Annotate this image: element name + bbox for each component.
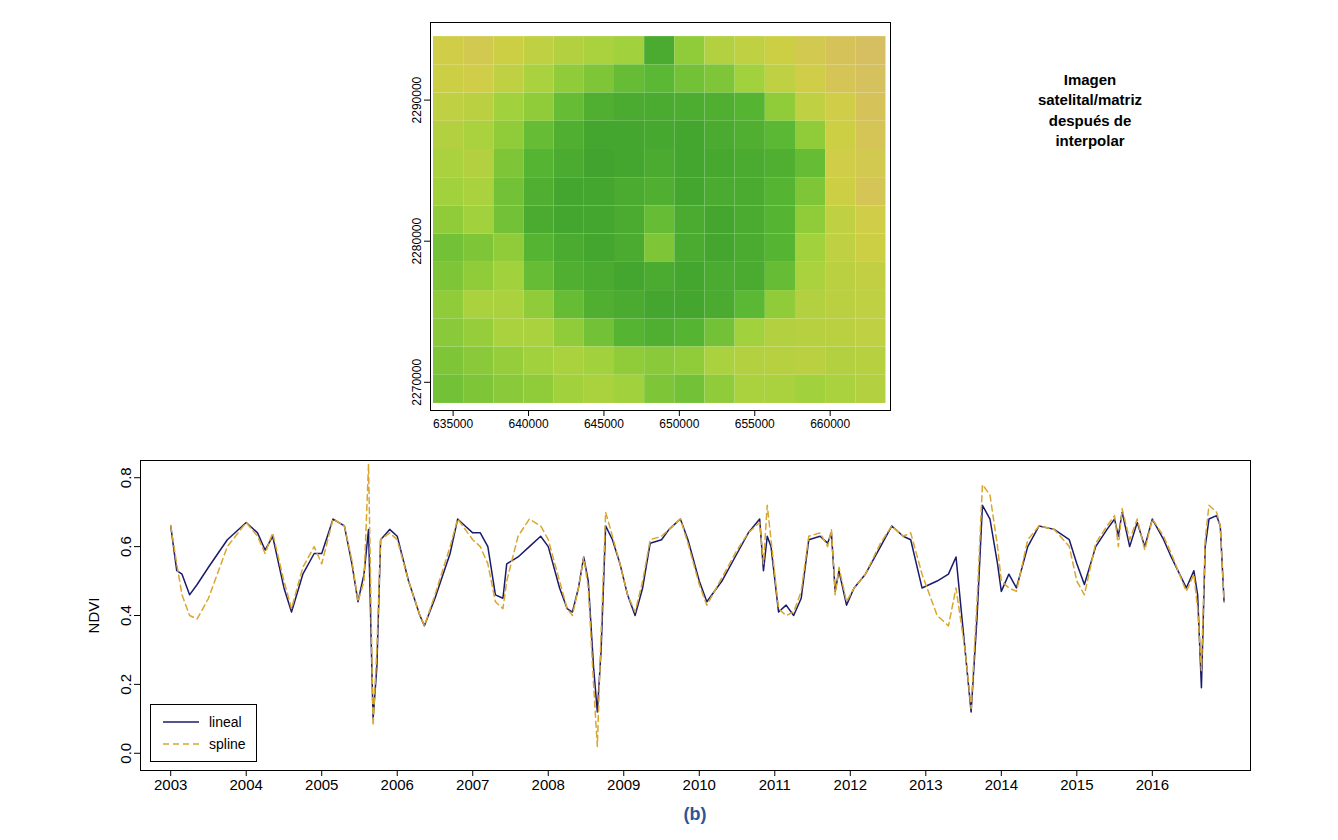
svg-text:2006: 2006 [381, 776, 414, 793]
svg-text:2010: 2010 [683, 776, 716, 793]
svg-text:2016: 2016 [1136, 776, 1169, 793]
svg-text:640000: 640000 [509, 417, 549, 431]
svg-text:2005: 2005 [305, 776, 338, 793]
svg-text:0.8: 0.8 [117, 467, 134, 488]
svg-text:2003: 2003 [154, 776, 187, 793]
svg-text:2014: 2014 [985, 776, 1018, 793]
svg-text:2270000: 2270000 [410, 359, 424, 406]
svg-text:645000: 645000 [584, 417, 624, 431]
svg-text:2011: 2011 [759, 776, 791, 793]
svg-text:2015: 2015 [1060, 776, 1093, 793]
svg-text:2004: 2004 [230, 776, 263, 793]
svg-text:0.0: 0.0 [117, 743, 134, 764]
svg-text:0.6: 0.6 [117, 536, 134, 557]
html-text:lineal: lineal [209, 714, 242, 730]
svg-text:NDVI: NDVI [85, 598, 102, 634]
svg-text:2290000: 2290000 [410, 76, 424, 123]
svg-text:635000: 635000 [433, 417, 473, 431]
svg-text:0.2: 0.2 [117, 674, 134, 695]
svg-text:2013: 2013 [909, 776, 942, 793]
svg-text:660000: 660000 [810, 417, 850, 431]
svg-text:2007: 2007 [456, 776, 489, 793]
svg-text:2280000: 2280000 [410, 218, 424, 265]
svg-text:2012: 2012 [834, 776, 867, 793]
svg-text:655000: 655000 [735, 417, 775, 431]
svg-text:2009: 2009 [607, 776, 640, 793]
svg-text:650000: 650000 [659, 417, 699, 431]
svg-text:0.4: 0.4 [117, 605, 134, 626]
svg-text:2008: 2008 [532, 776, 565, 793]
html-text:Imagen satelital/matriz despué: Imagen satelital/matriz después de inter… [1037, 71, 1143, 149]
html-text:spline: spline [209, 736, 246, 752]
html-text:(b): (b) [683, 804, 707, 824]
